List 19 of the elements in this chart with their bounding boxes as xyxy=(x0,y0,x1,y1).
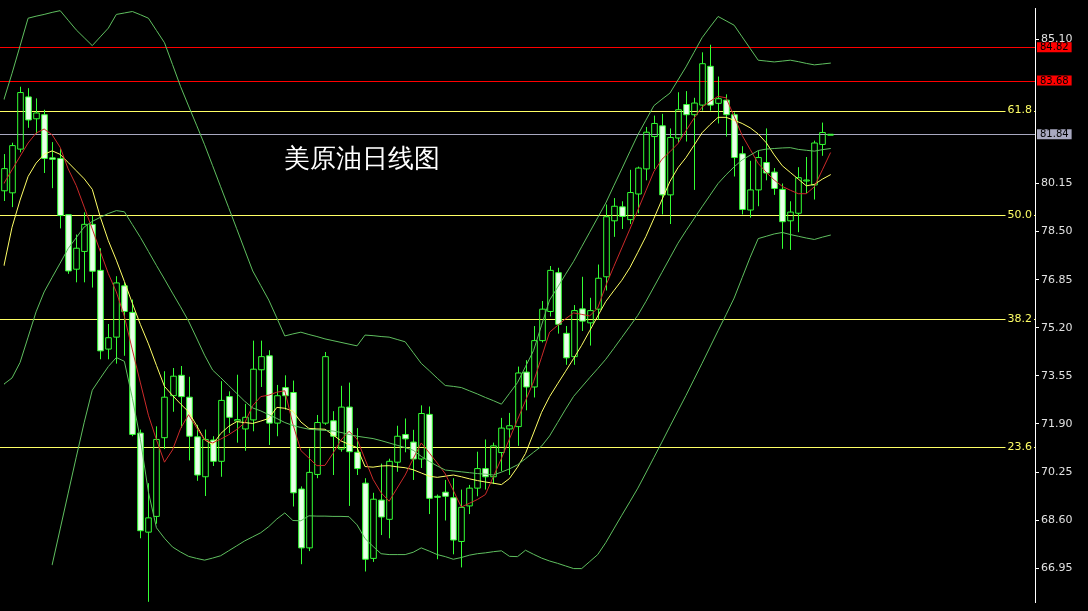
candlestick xyxy=(595,264,602,321)
y-tick-label: 76.85 xyxy=(1041,272,1073,286)
y-tick-label: 66.95 xyxy=(1041,561,1073,575)
y-tick-label: 68.60 xyxy=(1041,513,1073,527)
y2-tick-label: 23.6 xyxy=(1007,440,1032,454)
y-tick-label: 73.55 xyxy=(1041,368,1073,382)
ref-line-label: 83.68 xyxy=(1040,74,1069,86)
y2-tick-label: 38.2 xyxy=(1007,311,1032,325)
y2-tick-label: 61.8 xyxy=(1007,103,1032,117)
y-tick-label: 78.50 xyxy=(1041,224,1073,238)
y-tick-label: 71.90 xyxy=(1041,416,1073,430)
y-tick-label: 80.15 xyxy=(1041,176,1073,190)
y2-tick-label: 50.0 xyxy=(1007,207,1032,221)
text: 美原油日线图 xyxy=(284,142,440,175)
y-tick-label: 75.20 xyxy=(1041,320,1073,334)
candlestick xyxy=(161,370,168,450)
ref-line-label: 81.84 xyxy=(1040,128,1069,140)
candlestick xyxy=(153,425,160,525)
y-tick-label: 70.25 xyxy=(1041,464,1073,478)
